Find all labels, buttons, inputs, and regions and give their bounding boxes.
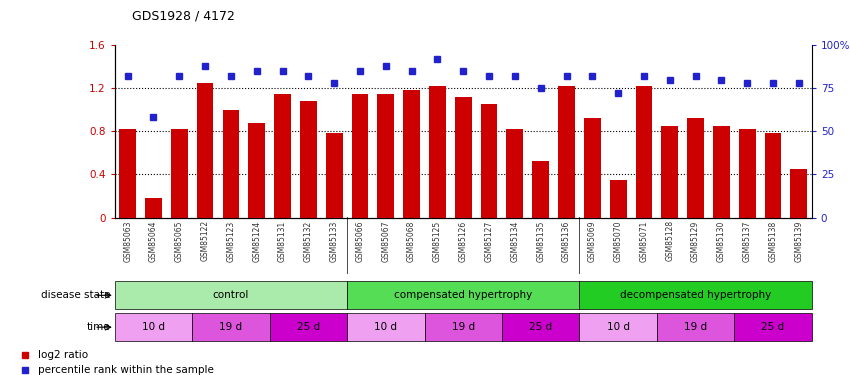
Bar — [171, 129, 188, 218]
Bar — [532, 161, 549, 218]
Text: GSM85126: GSM85126 — [459, 220, 468, 262]
Text: 10 d: 10 d — [607, 322, 630, 332]
Text: GSM85135: GSM85135 — [536, 220, 545, 262]
Text: GSM85128: GSM85128 — [666, 220, 674, 261]
Text: GSM85067: GSM85067 — [382, 220, 390, 262]
Text: GSM85069: GSM85069 — [588, 220, 597, 262]
Text: GSM85064: GSM85064 — [149, 220, 158, 262]
Bar — [269, 313, 347, 341]
Text: GSM85127: GSM85127 — [484, 220, 494, 262]
Bar — [739, 129, 756, 218]
Bar — [636, 86, 652, 218]
Bar — [657, 313, 734, 341]
Text: GDS1928 / 4172: GDS1928 / 4172 — [132, 9, 235, 22]
Bar — [790, 169, 807, 217]
Bar — [507, 129, 524, 218]
Bar — [558, 86, 575, 218]
Bar — [196, 83, 213, 218]
Bar — [480, 104, 497, 218]
Bar — [352, 93, 368, 218]
Bar — [713, 126, 730, 218]
Text: percentile rank within the sample: percentile rank within the sample — [37, 365, 213, 375]
Text: log2 ratio: log2 ratio — [37, 350, 88, 360]
Bar — [119, 129, 136, 218]
Text: GSM85136: GSM85136 — [562, 220, 571, 262]
Bar — [115, 281, 347, 309]
Text: 25 d: 25 d — [297, 322, 320, 332]
Bar — [300, 101, 317, 217]
Text: GSM85122: GSM85122 — [201, 220, 210, 261]
Text: decompensated hypertrophy: decompensated hypertrophy — [620, 290, 771, 300]
Bar — [115, 313, 192, 341]
Text: 19 d: 19 d — [684, 322, 707, 332]
Text: GSM85066: GSM85066 — [355, 220, 365, 262]
Text: control: control — [212, 290, 249, 300]
Text: GSM85123: GSM85123 — [226, 220, 235, 262]
Text: 19 d: 19 d — [219, 322, 242, 332]
Bar — [347, 313, 424, 341]
Bar — [347, 281, 580, 309]
Bar — [192, 313, 269, 341]
Bar — [580, 281, 812, 309]
Text: GSM85137: GSM85137 — [743, 220, 751, 262]
Bar — [661, 126, 678, 218]
Text: GSM85070: GSM85070 — [614, 220, 623, 262]
Text: GSM85124: GSM85124 — [252, 220, 261, 262]
Bar — [223, 110, 240, 218]
Text: 25 d: 25 d — [762, 322, 785, 332]
Text: GSM85065: GSM85065 — [175, 220, 184, 262]
Bar — [687, 118, 704, 218]
Bar — [584, 118, 601, 218]
Bar — [734, 313, 812, 341]
Bar — [248, 123, 265, 218]
Bar — [765, 134, 781, 218]
Bar — [429, 86, 445, 218]
Bar — [275, 93, 291, 218]
Text: GSM85125: GSM85125 — [433, 220, 442, 262]
Bar — [377, 93, 394, 218]
Bar — [580, 313, 657, 341]
Text: GSM85063: GSM85063 — [123, 220, 132, 262]
Text: GSM85131: GSM85131 — [278, 220, 287, 262]
Bar — [403, 90, 420, 218]
Text: 25 d: 25 d — [530, 322, 552, 332]
Text: 10 d: 10 d — [142, 322, 165, 332]
Text: GSM85130: GSM85130 — [717, 220, 726, 262]
Text: 19 d: 19 d — [451, 322, 475, 332]
Bar — [502, 313, 580, 341]
Text: GSM85134: GSM85134 — [510, 220, 519, 262]
Bar — [145, 198, 162, 217]
Text: GSM85071: GSM85071 — [639, 220, 649, 262]
Text: time: time — [87, 322, 110, 332]
Bar — [609, 180, 626, 218]
Text: GSM85068: GSM85068 — [407, 220, 416, 262]
Text: GSM85133: GSM85133 — [330, 220, 338, 262]
Text: GSM85132: GSM85132 — [303, 220, 313, 262]
Text: GSM85129: GSM85129 — [691, 220, 700, 262]
Text: GSM85139: GSM85139 — [795, 220, 803, 262]
Text: compensated hypertrophy: compensated hypertrophy — [394, 290, 532, 300]
Bar — [424, 313, 502, 341]
Text: GSM85138: GSM85138 — [768, 220, 778, 262]
Text: 10 d: 10 d — [374, 322, 397, 332]
Bar — [455, 97, 472, 218]
Text: disease state: disease state — [41, 290, 110, 300]
Bar — [326, 134, 343, 218]
